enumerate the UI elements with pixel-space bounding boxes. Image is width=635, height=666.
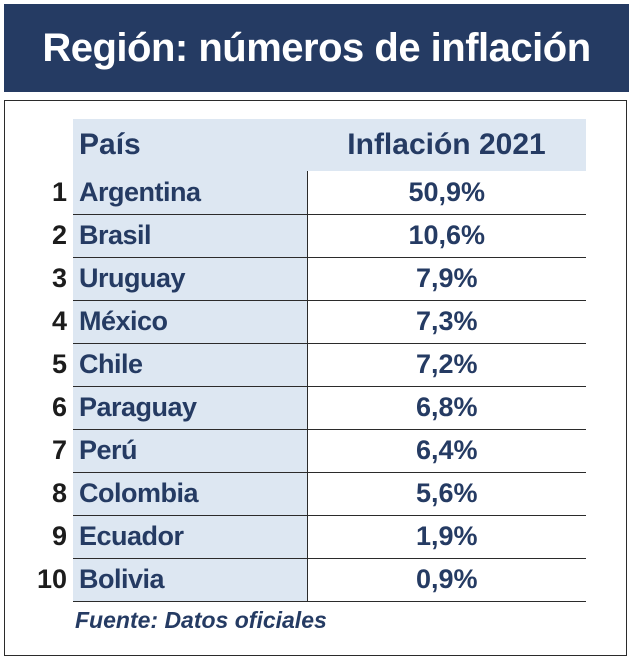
- table-row: 5 Chile 7,2%: [23, 343, 586, 387]
- table-body: 1 Argentina 50,9% 2 Brasil 10,6% 3 Uruguay 7,9% 4…: [23, 171, 586, 602]
- country-cell: Uruguay: [73, 257, 308, 301]
- table-row: 10 Bolivia 0,9%: [23, 558, 586, 602]
- table-row: 1 Argentina 50,9%: [23, 171, 586, 215]
- rank-cell: 7: [23, 429, 73, 472]
- country-cell: Ecuador: [73, 515, 308, 559]
- rank-cell: 1: [23, 171, 73, 214]
- inflation-table-wrapper: País Inflación 2021 1 Argentina 50,9% 2 Bras…: [23, 119, 586, 602]
- country-cell: México: [73, 300, 308, 344]
- rank-cell: 5: [23, 343, 73, 386]
- source-note: Fuente: Datos oficiales: [75, 607, 327, 633]
- inflation-column-header: Inflación 2021: [307, 119, 586, 171]
- country-cell: Brasil: [73, 214, 308, 258]
- inflation-value-cell: 1,9%: [307, 515, 586, 559]
- rank-cell: 8: [23, 472, 73, 515]
- country-cell: Perú: [73, 429, 308, 473]
- country-cell: Paraguay: [73, 386, 308, 430]
- inflation-value-cell: 10,6%: [307, 214, 586, 258]
- country-cell: Bolivia: [73, 558, 308, 602]
- rank-cell: 4: [23, 300, 73, 343]
- inflation-value-cell: 0,9%: [307, 558, 586, 602]
- rank-cell: 9: [23, 515, 73, 558]
- rank-cell: 3: [23, 257, 73, 300]
- title-banner: Región: números de inflación: [4, 4, 629, 92]
- rank-column-header: [23, 119, 73, 171]
- country-column-header: País: [73, 119, 307, 171]
- country-cell: Chile: [73, 343, 308, 387]
- table-row: 7 Perú 6,4%: [23, 429, 586, 473]
- inflation-value-cell: 7,3%: [307, 300, 586, 344]
- table-header-row: País Inflación 2021: [23, 119, 586, 171]
- table-row: 6 Paraguay 6,8%: [23, 386, 586, 430]
- inflation-value-cell: 50,9%: [307, 171, 586, 215]
- inflation-value-cell: 6,4%: [307, 429, 586, 473]
- inflation-value-cell: 7,9%: [307, 257, 586, 301]
- chart-title: Región: números de inflación: [42, 25, 591, 70]
- rank-cell: 10: [23, 558, 73, 601]
- country-cell: Argentina: [73, 171, 308, 215]
- rank-cell: 6: [23, 386, 73, 429]
- inflation-table: País Inflación 2021 1 Argentina 50,9% 2 Bras…: [23, 119, 586, 602]
- inflation-value-cell: 7,2%: [307, 343, 586, 387]
- inflation-value-cell: 6,8%: [307, 386, 586, 430]
- table-row: 9 Ecuador 1,9%: [23, 515, 586, 559]
- country-cell: Colombia: [73, 472, 308, 516]
- table-row: 3 Uruguay 7,9%: [23, 257, 586, 301]
- table-frame: País Inflación 2021 1 Argentina 50,9% 2 Bras…: [4, 100, 627, 656]
- table-row: 2 Brasil 10,6%: [23, 214, 586, 258]
- table-row: 4 México 7,3%: [23, 300, 586, 344]
- inflation-value-cell: 5,6%: [307, 472, 586, 516]
- rank-cell: 2: [23, 214, 73, 257]
- table-row: 8 Colombia 5,6%: [23, 472, 586, 516]
